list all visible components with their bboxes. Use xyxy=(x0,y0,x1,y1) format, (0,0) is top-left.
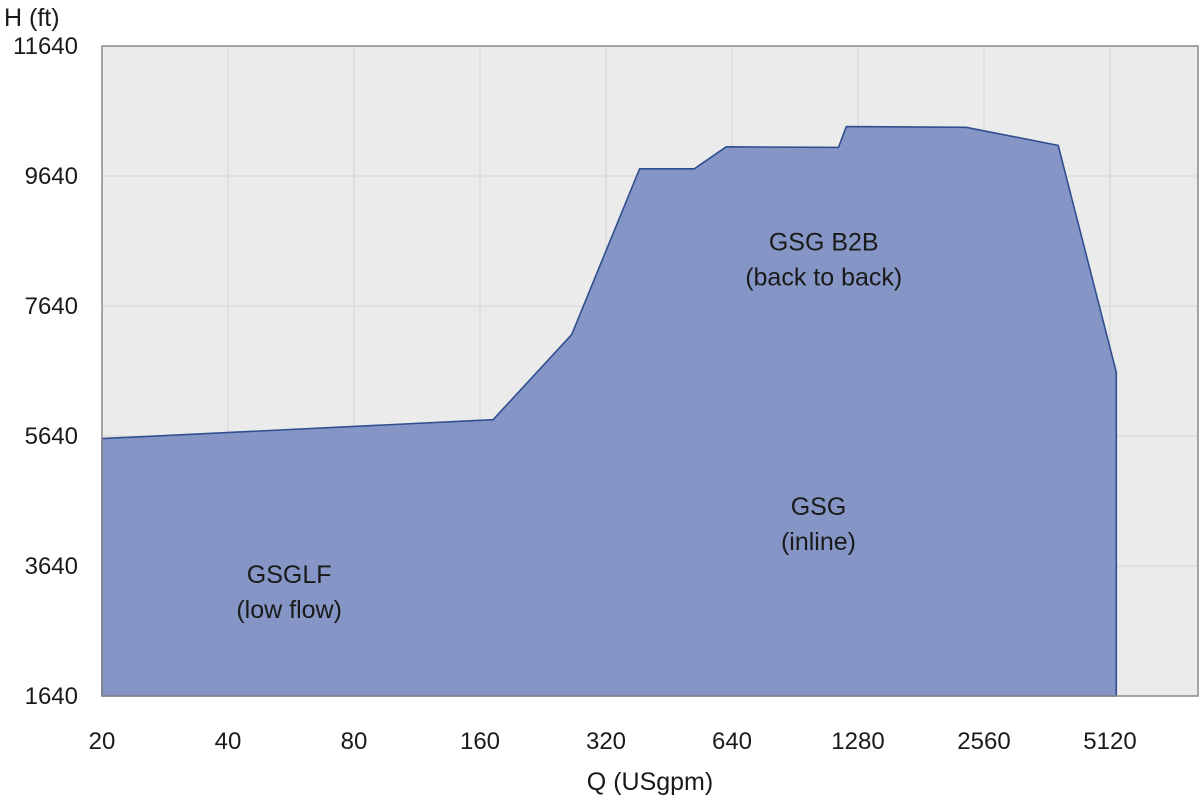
y-tick-label: 9640 xyxy=(25,163,78,190)
x-tick-label: 40 xyxy=(215,728,242,755)
x-tick-label: 1280 xyxy=(831,728,884,755)
coverage-area xyxy=(101,125,1118,697)
x-tick-label: 5120 xyxy=(1083,728,1136,755)
x-tick-label: 160 xyxy=(460,728,500,755)
y-tick-label: 1640 xyxy=(25,683,78,710)
x-tick-label: 320 xyxy=(586,728,626,755)
region-label: GSG B2B (back to back) xyxy=(745,228,902,291)
region-label: GSG (inline) xyxy=(781,493,856,556)
y-tick-labels: 1640 3640 5640 7640 9640 11640 xyxy=(13,33,78,710)
y-tick-label: 7640 xyxy=(25,293,78,320)
x-tick-label: 640 xyxy=(712,728,752,755)
x-tick-label: 2560 xyxy=(957,728,1010,755)
y-tick-label: 11640 xyxy=(13,33,78,60)
plot-frame xyxy=(101,45,1199,697)
region-label: GSGLF (low flow) xyxy=(236,561,342,624)
y-axis-title: H (ft) xyxy=(4,4,60,32)
x-tick-labels: 20 40 80 160 320 640 1280 2560 5120 xyxy=(89,728,1137,755)
x-axis-title: Q (USgpm) xyxy=(587,768,713,796)
y-tick-label: 5640 xyxy=(25,423,78,450)
y-tick-label: 3640 xyxy=(25,553,78,580)
x-tick-label: 20 xyxy=(89,728,116,755)
x-tick-label: 80 xyxy=(341,728,368,755)
region-labels: GSGLF (low flow) GSG (inline) GSG B2B (back t… xyxy=(236,228,902,624)
